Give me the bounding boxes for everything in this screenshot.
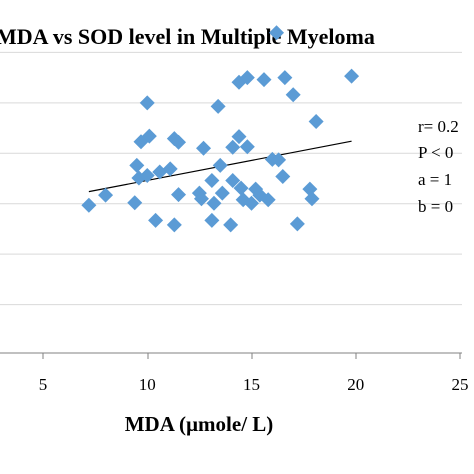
data-point [239,70,255,86]
data-point [206,195,222,211]
data-point [98,187,114,203]
data-point [256,72,272,88]
data-point [171,187,187,203]
data-point [148,212,164,228]
data-point [204,173,220,189]
data-point [139,167,155,183]
data-point [289,216,305,232]
x-tick-label: 10 [139,375,156,394]
data-point [225,173,241,189]
x-axis-title: MDA (µmole/ L) [125,412,274,436]
data-point [141,128,157,144]
data-point [275,169,291,184]
data-point [204,212,220,228]
x-tick-label: 20 [347,375,364,394]
data-point [127,195,143,211]
x-tick-labels: 5 10 15 20 25 [39,375,469,394]
gridlines [0,51,462,306]
x-tick-label: 5 [39,375,48,394]
data-point [223,217,239,233]
data-point [277,70,293,86]
data-point [225,139,241,155]
data-point [193,191,209,207]
x-tick-label: 15 [243,375,260,394]
data-point [210,98,226,114]
stat-b: b = 0 [418,197,453,216]
data-point [344,68,360,84]
data-point [81,197,97,213]
data-point [285,87,301,103]
data-point [233,180,249,196]
data-point [308,114,324,130]
data-point [166,217,182,233]
data-point [162,161,178,177]
chart-title: MDA vs SOD level in Multiple Myeloma [0,24,375,49]
data-point [239,139,255,155]
x-tick-label: 25 [452,375,469,394]
data-point [248,181,264,197]
data-point [212,157,228,173]
data-point [231,129,247,145]
data-point [244,195,259,211]
data-points [81,25,360,233]
data-point [171,134,187,150]
stat-r: r= 0.2 [418,117,459,136]
data-point [271,152,287,168]
data-point [214,185,230,201]
stat-p: P < 0 [418,143,453,162]
data-point [139,95,155,111]
stat-a: a = 1 [418,170,452,189]
data-point [129,157,145,173]
data-point [196,140,212,156]
data-point [260,192,276,208]
data-point [269,25,285,41]
data-point [304,191,320,207]
